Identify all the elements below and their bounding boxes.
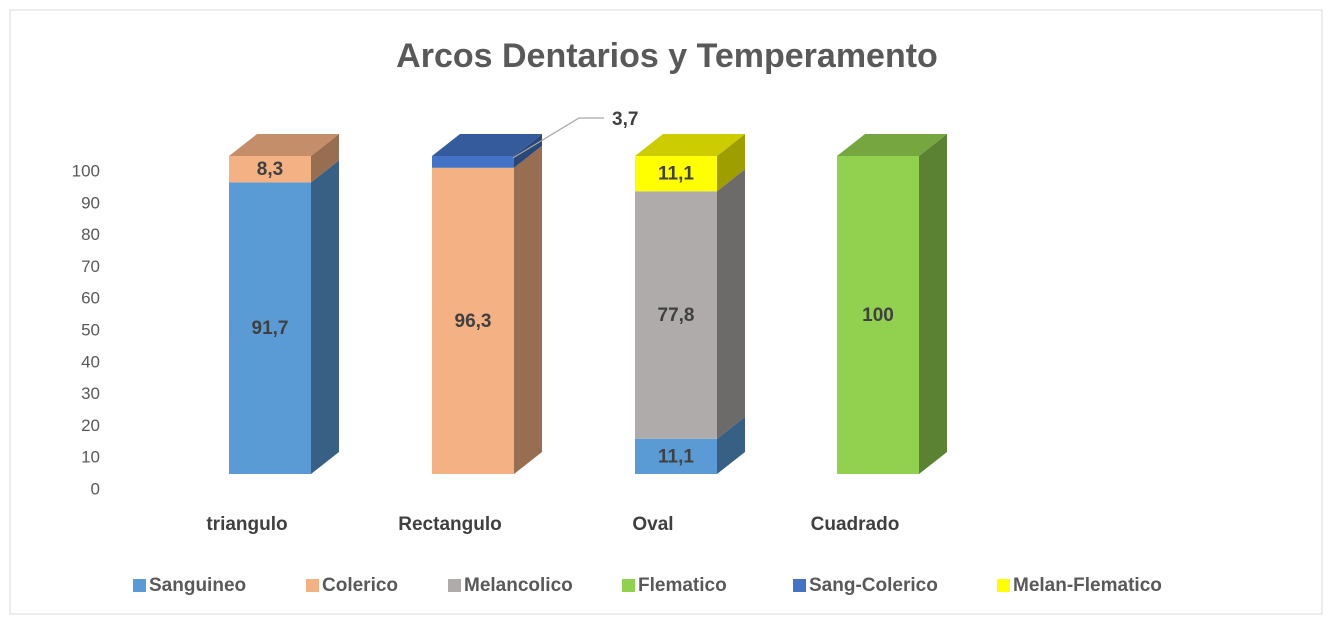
legend-label: Sang-Colerico bbox=[809, 575, 938, 596]
legend-label: Melancolico bbox=[464, 575, 573, 596]
y-tick-label: 10 bbox=[81, 448, 100, 467]
bar-segment bbox=[837, 156, 919, 474]
bar-side bbox=[717, 416, 745, 474]
legend-swatch bbox=[622, 579, 635, 592]
bar-top bbox=[837, 134, 947, 156]
bar-side bbox=[717, 169, 745, 439]
legend-label: Flematico bbox=[638, 575, 727, 596]
data-label: 8,3 bbox=[257, 159, 283, 180]
y-tick-label: 60 bbox=[81, 289, 100, 308]
y-tick-label: 90 bbox=[81, 193, 100, 212]
legend-label: Sanguineo bbox=[149, 575, 246, 596]
bar-segment bbox=[432, 156, 514, 168]
bar-segment bbox=[229, 182, 311, 475]
y-tick-label: 70 bbox=[81, 257, 100, 276]
y-tick-label: 30 bbox=[81, 384, 100, 403]
data-label: 77,8 bbox=[658, 305, 695, 326]
bar-side bbox=[919, 134, 947, 474]
legend-swatch bbox=[448, 579, 461, 592]
y-tick-label: 50 bbox=[81, 320, 100, 339]
bar-top bbox=[635, 134, 745, 156]
legend-swatch bbox=[997, 579, 1010, 592]
bar-segment bbox=[432, 167, 514, 475]
bar-segment bbox=[635, 156, 717, 192]
bar-side bbox=[311, 160, 339, 475]
data-label: 11,1 bbox=[658, 164, 694, 185]
data-label: 3,7 bbox=[612, 109, 638, 130]
leader-line bbox=[512, 117, 604, 159]
legend-label: Colerico bbox=[322, 575, 398, 596]
bar-segment bbox=[229, 156, 311, 183]
y-tick-label: 0 bbox=[91, 479, 100, 498]
x-tick-label: Rectangulo bbox=[398, 514, 501, 535]
x-tick-label: Cuadrado bbox=[811, 514, 900, 535]
chart-title: Arcos Dentarios y Temperamento bbox=[396, 37, 938, 75]
bar-side bbox=[717, 134, 745, 192]
data-label: 11,1 bbox=[658, 446, 694, 467]
bar-side bbox=[514, 145, 542, 475]
bar-side bbox=[514, 134, 542, 168]
bar-segment bbox=[635, 191, 717, 439]
bar-segment bbox=[635, 438, 717, 474]
y-tick-label: 20 bbox=[81, 416, 100, 435]
legend-swatch bbox=[306, 579, 319, 592]
data-label: 96,3 bbox=[455, 311, 492, 332]
bar-side bbox=[311, 134, 339, 183]
x-tick-label: Oval bbox=[632, 514, 673, 535]
data-label: 91,7 bbox=[252, 318, 289, 339]
y-tick-label: 80 bbox=[81, 225, 100, 244]
y-tick-label: 40 bbox=[81, 352, 100, 371]
y-tick-label: 100 bbox=[72, 161, 100, 180]
legend-swatch bbox=[793, 579, 806, 592]
bar-top bbox=[229, 134, 339, 156]
x-tick-label: triangulo bbox=[206, 514, 287, 535]
legend-label: Melan-Flematico bbox=[1013, 575, 1162, 596]
data-label: 100 bbox=[862, 305, 894, 326]
bar-top bbox=[432, 134, 542, 156]
legend-swatch bbox=[133, 579, 146, 592]
